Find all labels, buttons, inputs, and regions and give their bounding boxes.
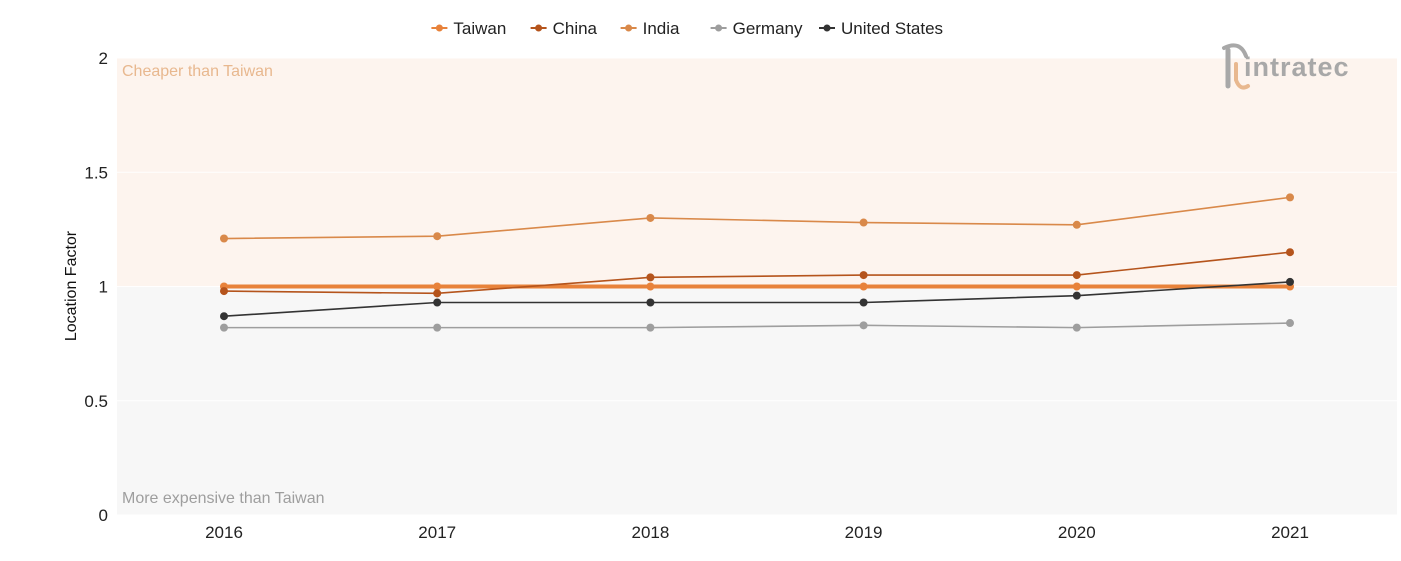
x-tick-label: 2017 xyxy=(418,523,456,542)
legend-marker-dot xyxy=(823,24,831,32)
data-point-united-states[interactable] xyxy=(433,298,442,307)
legend-label: Germany xyxy=(733,19,803,38)
intratec-logo: intratec xyxy=(1222,43,1350,90)
legend-item-india[interactable]: India xyxy=(620,19,680,38)
data-point-germany[interactable] xyxy=(433,323,442,332)
data-point-taiwan[interactable] xyxy=(646,282,655,291)
logo-text: intratec xyxy=(1244,52,1350,82)
x-tick-label: 2021 xyxy=(1271,523,1309,542)
y-tick-label: 0 xyxy=(99,506,108,525)
data-point-taiwan[interactable] xyxy=(1072,282,1081,291)
upper-region-label: Cheaper than Taiwan xyxy=(122,63,273,80)
data-point-united-states[interactable] xyxy=(1286,277,1294,286)
x-axis-ticks: 2016 2017 2018 2019 2020 2021 xyxy=(205,523,1309,542)
y-axis-ticks: 0 0.5 1 1.5 2 xyxy=(84,49,108,525)
data-point-united-states[interactable] xyxy=(1072,291,1081,300)
series-china xyxy=(220,248,1294,298)
data-point-china[interactable] xyxy=(859,271,868,280)
data-point-china[interactable] xyxy=(646,273,655,282)
data-point-india[interactable] xyxy=(859,218,868,227)
data-point-india[interactable] xyxy=(646,213,655,222)
data-point-taiwan[interactable] xyxy=(433,282,442,291)
data-point-united-states[interactable] xyxy=(859,298,868,307)
legend: Taiwan China India Germany United States xyxy=(431,19,943,38)
legend-marker-dot xyxy=(535,24,543,32)
legend-label: United States xyxy=(841,19,943,38)
data-point-germany[interactable] xyxy=(646,323,655,332)
data-point-india[interactable] xyxy=(220,234,228,243)
series-india xyxy=(220,193,1294,243)
region-labels: Cheaper than Taiwan More expensive than … xyxy=(122,63,325,507)
data-point-united-states[interactable] xyxy=(646,298,655,307)
x-tick-label: 2018 xyxy=(631,523,669,542)
series-group xyxy=(220,193,1294,332)
y-tick-label: 1.5 xyxy=(84,163,108,182)
legend-marker-dot xyxy=(625,24,633,32)
y-tick-label: 2 xyxy=(99,49,108,68)
series-line-germany xyxy=(224,322,1291,329)
y-axis-title: Location Factor xyxy=(63,230,80,341)
data-point-germany[interactable] xyxy=(859,321,868,330)
series-united-states xyxy=(220,277,1294,321)
series-line-united-states xyxy=(223,281,1291,318)
legend-item-taiwan[interactable]: Taiwan xyxy=(431,19,506,38)
legend-label: China xyxy=(553,19,598,38)
series-line-china xyxy=(223,251,1291,295)
data-point-china[interactable] xyxy=(1286,248,1294,257)
x-tick-label: 2019 xyxy=(845,523,883,542)
data-point-germany[interactable] xyxy=(220,323,228,332)
y-tick-label: 0.5 xyxy=(84,392,108,411)
x-tick-label: 2020 xyxy=(1058,523,1096,542)
y-tick-label: 1 xyxy=(99,278,108,297)
legend-item-germany[interactable]: Germany xyxy=(710,19,803,38)
data-point-china[interactable] xyxy=(220,287,228,296)
data-point-china[interactable] xyxy=(433,289,442,298)
legend-marker-dot xyxy=(435,24,443,32)
legend-item-united-states[interactable]: United States xyxy=(819,19,943,38)
intratec-logo-icon xyxy=(1222,43,1250,90)
series-line-india xyxy=(223,196,1291,240)
lower-region-label: More expensive than Taiwan xyxy=(122,490,325,507)
legend-marker-dot xyxy=(715,24,723,32)
x-tick-label: 2016 xyxy=(205,523,243,542)
data-point-india[interactable] xyxy=(433,232,442,241)
data-point-taiwan[interactable] xyxy=(859,282,868,291)
series-germany xyxy=(220,319,1294,332)
legend-label: Taiwan xyxy=(453,19,506,38)
data-point-india[interactable] xyxy=(1286,193,1294,202)
data-point-china[interactable] xyxy=(1072,271,1081,280)
data-point-germany[interactable] xyxy=(1286,319,1294,328)
data-point-united-states[interactable] xyxy=(220,312,228,321)
data-point-germany[interactable] xyxy=(1072,323,1081,332)
legend-item-china[interactable]: China xyxy=(530,19,598,38)
data-point-india[interactable] xyxy=(1072,220,1081,229)
legend-label: India xyxy=(643,19,680,38)
